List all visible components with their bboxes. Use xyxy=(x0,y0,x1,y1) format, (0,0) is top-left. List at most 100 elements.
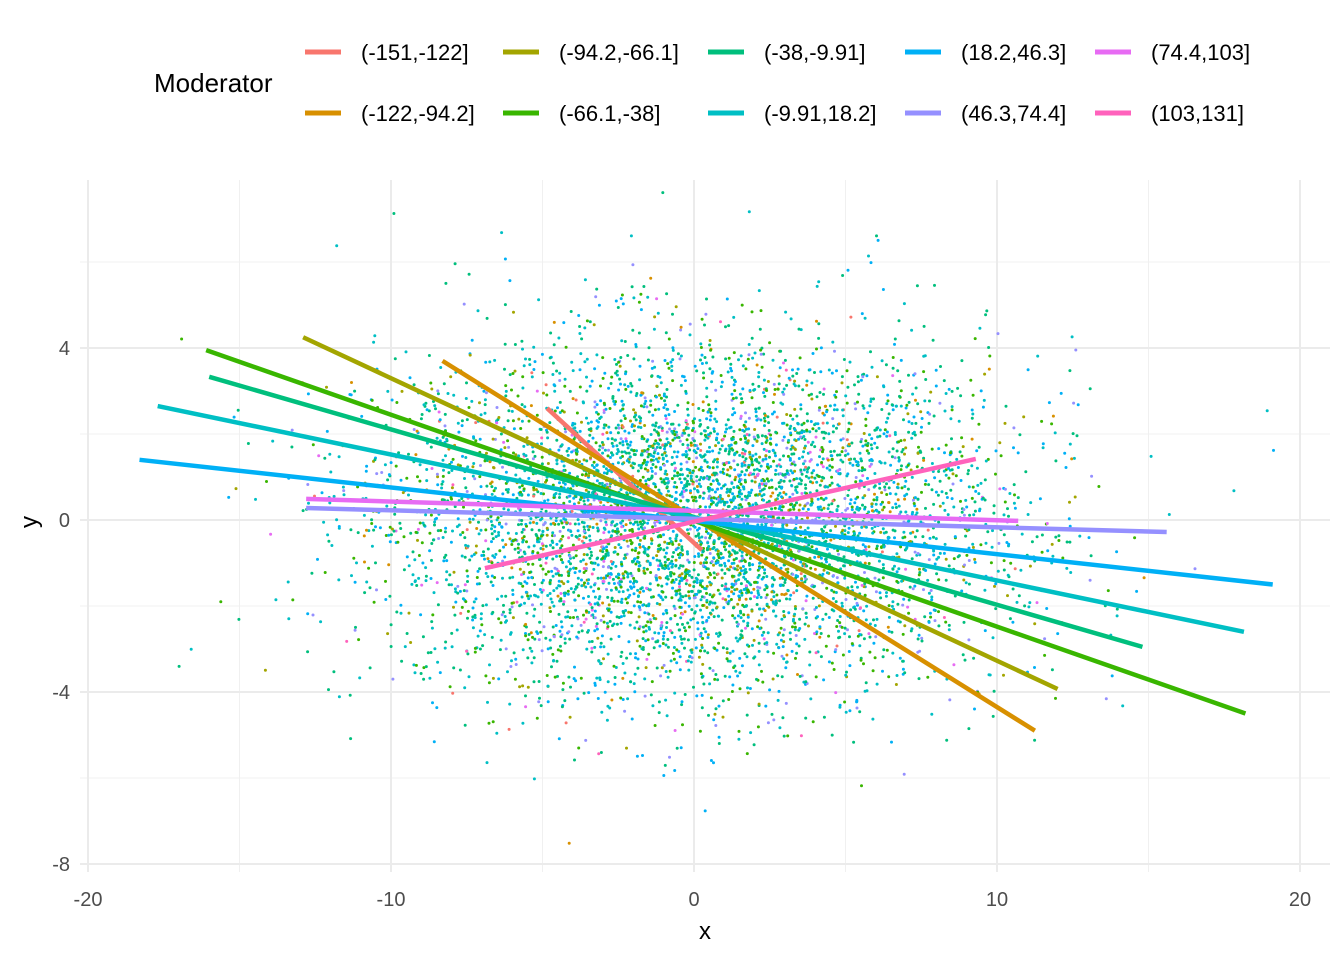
data-point xyxy=(865,374,869,378)
data-point xyxy=(679,492,683,496)
data-point xyxy=(635,560,639,564)
data-point xyxy=(675,589,679,593)
data-point xyxy=(478,401,481,405)
data-point xyxy=(234,487,238,491)
data-point xyxy=(904,567,908,571)
data-point xyxy=(699,449,703,452)
data-point xyxy=(941,501,945,505)
data-point xyxy=(713,677,717,681)
data-point xyxy=(795,485,799,489)
data-point xyxy=(599,618,603,622)
data-point xyxy=(549,331,553,335)
data-point xyxy=(863,505,867,509)
data-point xyxy=(945,496,949,499)
data-point xyxy=(588,320,592,324)
data-point xyxy=(944,557,948,561)
data-point xyxy=(700,553,704,557)
data-point xyxy=(548,421,552,425)
data-point xyxy=(454,600,458,604)
data-point xyxy=(721,437,725,441)
data-point xyxy=(621,590,625,594)
data-point xyxy=(458,589,462,593)
data-point xyxy=(521,386,525,390)
data-point xyxy=(712,496,716,500)
data-point xyxy=(533,607,537,611)
data-point xyxy=(483,403,487,407)
data-point xyxy=(844,449,848,453)
data-point xyxy=(700,535,704,539)
data-point xyxy=(674,593,678,597)
data-point xyxy=(698,418,702,422)
data-point xyxy=(532,544,536,548)
data-point xyxy=(867,632,871,636)
data-point xyxy=(482,389,486,393)
data-point xyxy=(625,459,629,463)
data-point xyxy=(634,656,637,660)
data-point xyxy=(947,476,951,480)
data-point xyxy=(546,498,550,502)
data-point xyxy=(756,589,760,593)
data-point xyxy=(623,709,627,713)
data-point xyxy=(666,362,670,366)
data-point xyxy=(704,505,708,509)
data-point xyxy=(596,603,600,606)
data-point xyxy=(723,587,727,591)
data-point xyxy=(538,696,541,700)
data-point xyxy=(540,649,544,653)
data-point xyxy=(580,629,584,633)
data-point xyxy=(811,596,815,600)
data-point xyxy=(320,491,324,495)
data-point xyxy=(608,575,612,579)
data-point xyxy=(355,561,358,565)
data-point xyxy=(657,488,661,492)
data-point xyxy=(551,557,555,561)
data-point xyxy=(219,600,223,604)
data-point xyxy=(504,594,508,598)
data-point xyxy=(624,609,628,612)
data-point xyxy=(384,579,387,583)
data-point xyxy=(593,367,597,371)
data-point xyxy=(864,417,868,421)
data-point xyxy=(996,332,1000,336)
data-point xyxy=(576,576,580,580)
data-point xyxy=(380,471,384,474)
data-point xyxy=(590,561,594,565)
data-point xyxy=(323,571,327,574)
data-point xyxy=(378,526,382,530)
data-point xyxy=(537,638,541,642)
data-point xyxy=(504,647,508,651)
data-point xyxy=(720,380,724,384)
data-point xyxy=(391,677,395,681)
data-point xyxy=(717,704,721,708)
data-point xyxy=(646,521,650,525)
data-point xyxy=(475,576,479,579)
data-point xyxy=(560,573,563,577)
data-point xyxy=(568,389,572,393)
data-point xyxy=(466,609,470,613)
data-point xyxy=(751,563,755,567)
data-point xyxy=(906,412,910,416)
data-point xyxy=(647,545,651,549)
data-point xyxy=(807,624,810,628)
data-point xyxy=(910,627,914,631)
data-point xyxy=(551,546,555,550)
data-point xyxy=(512,427,516,431)
data-point xyxy=(484,603,488,607)
data-point xyxy=(991,714,995,718)
data-point xyxy=(799,407,803,411)
data-point xyxy=(853,402,857,406)
data-point xyxy=(606,437,610,441)
data-point xyxy=(768,486,771,490)
data-point xyxy=(556,648,560,652)
data-point xyxy=(536,632,540,635)
data-point xyxy=(629,464,633,468)
data-point xyxy=(631,263,635,267)
data-point xyxy=(776,698,780,702)
data-point xyxy=(824,496,828,500)
data-point xyxy=(887,450,891,454)
data-point xyxy=(870,365,874,369)
data-point xyxy=(546,700,550,704)
data-point xyxy=(595,410,598,414)
data-point xyxy=(973,557,977,561)
data-point xyxy=(707,545,711,548)
